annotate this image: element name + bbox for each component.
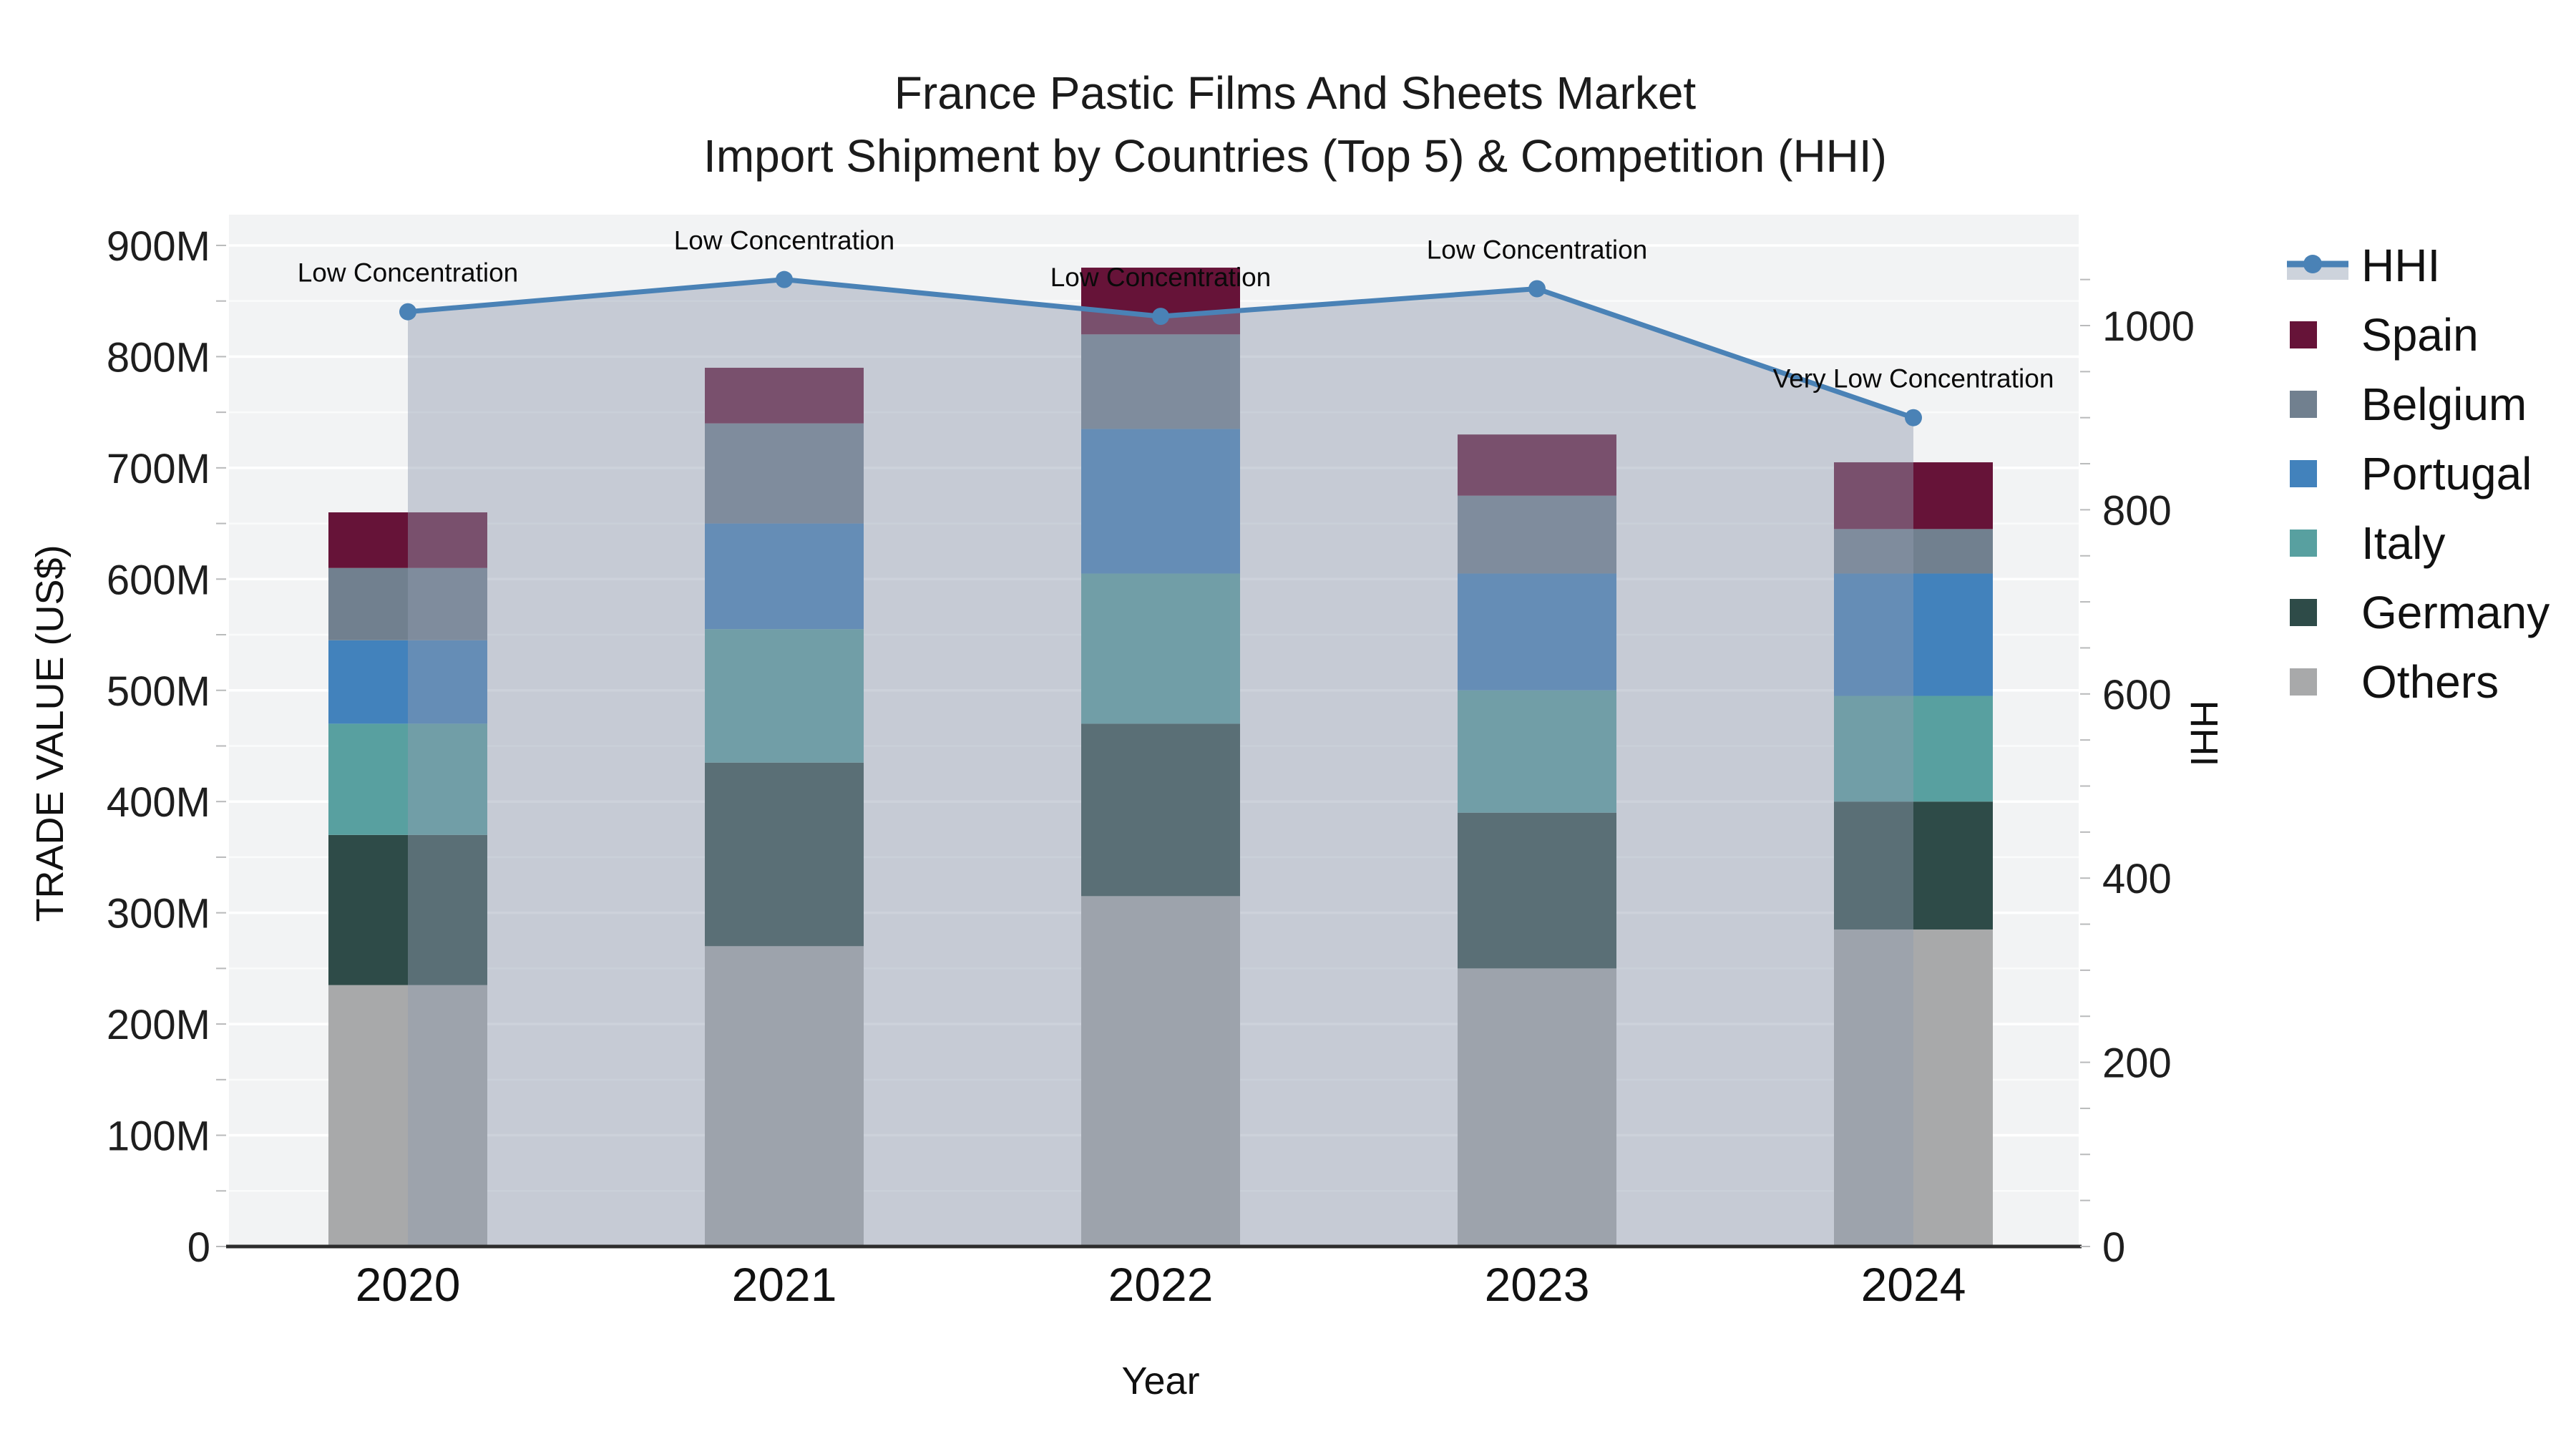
- chart-title-line2: Import Shipment by Countries (Top 5) & C…: [703, 130, 1887, 182]
- legend-item-hhi[interactable]: HHI: [2287, 240, 2440, 291]
- legend-item-germany[interactable]: Germany: [2290, 587, 2550, 638]
- legend-color-swatch: [2290, 530, 2317, 557]
- bar-segment-belgium-2020[interactable]: [328, 567, 487, 640]
- hhi-area-layer: [408, 279, 1913, 1246]
- bar-segment-others-2021[interactable]: [705, 946, 864, 1246]
- legend-color-swatch: [2290, 599, 2317, 626]
- hhi-annotation-2021: Low Concentration: [674, 226, 895, 255]
- bar-segment-spain-2023[interactable]: [1458, 434, 1616, 496]
- hhi-annotation-2024: Very Low Concentration: [1773, 364, 2054, 394]
- y-right-tick-label: 600: [2102, 672, 2172, 718]
- y-right-tick-label: 800: [2102, 487, 2172, 534]
- y-left-tick-label: 0: [187, 1224, 210, 1271]
- hhi-point-2024[interactable]: [1905, 409, 1922, 426]
- bar-segment-germany-2023[interactable]: [1458, 812, 1616, 969]
- y-right-tick-label: 400: [2102, 856, 2172, 902]
- legend-item-italy[interactable]: Italy: [2290, 517, 2445, 569]
- bar-segment-belgium-2024[interactable]: [1834, 529, 1993, 574]
- x-tick-label-2020: 2020: [356, 1258, 461, 1311]
- y-right-tick-label: 200: [2102, 1040, 2172, 1087]
- legend-label: HHI: [2361, 240, 2440, 291]
- y-left-tick-label: 600M: [107, 557, 210, 603]
- y-left-tick-label: 900M: [107, 223, 210, 270]
- legend-layer: HHI Spain Belgium Portugal Italy Germany Other…: [2287, 240, 2550, 708]
- bar-segment-germany-2022[interactable]: [1081, 723, 1240, 897]
- legend-label: Italy: [2361, 517, 2445, 569]
- legend-color-swatch: [2290, 668, 2317, 696]
- x-tick-label-2024: 2024: [1861, 1258, 1966, 1311]
- bar-segment-others-2023[interactable]: [1458, 968, 1616, 1246]
- legend-item-portugal[interactable]: Portugal: [2290, 448, 2532, 499]
- bar-segment-others-2020[interactable]: [328, 985, 487, 1246]
- bar-segment-portugal-2021[interactable]: [705, 523, 864, 630]
- bar-segment-portugal-2022[interactable]: [1081, 429, 1240, 574]
- legend-color-swatch: [2290, 391, 2317, 418]
- bar-segment-portugal-2020[interactable]: [328, 640, 487, 724]
- y-left-tick-label: 200M: [107, 1002, 210, 1048]
- bar-segment-germany-2020[interactable]: [328, 834, 487, 985]
- bar-segment-others-2024[interactable]: [1834, 929, 1993, 1246]
- annotations-layer: Low Concentration Low Concentration Low Co…: [298, 226, 2054, 394]
- bar-segment-italy-2020[interactable]: [328, 723, 487, 835]
- x-tick-label-2023: 2023: [1485, 1258, 1590, 1311]
- bar-segment-portugal-2023[interactable]: [1458, 573, 1616, 691]
- hhi-point-2023[interactable]: [1528, 280, 1546, 298]
- bars-layer: [328, 268, 1993, 1246]
- y-right-axis-title: HHI: [2182, 701, 2225, 767]
- y-left-axis-title: TRADE VALUE (US$): [29, 545, 72, 922]
- y-left-tick-label: 800M: [107, 334, 210, 381]
- bar-segment-germany-2024[interactable]: [1834, 801, 1993, 930]
- bar-segment-spain-2020[interactable]: [328, 512, 487, 568]
- hhi-annotation-2020: Low Concentration: [298, 258, 519, 288]
- legend-item-spain[interactable]: Spain: [2290, 309, 2479, 361]
- legend-item-belgium[interactable]: Belgium: [2290, 379, 2527, 430]
- bar-segment-germany-2021[interactable]: [705, 762, 864, 947]
- y-left-tick-label: 100M: [107, 1113, 210, 1160]
- bar-segment-italy-2021[interactable]: [705, 629, 864, 763]
- axes-layer: 0 100M 200M 300M 400M 500M 600M 700M 800M 900M 0 20…: [107, 223, 2195, 1311]
- legend-label: Germany: [2361, 587, 2550, 638]
- bar-segment-spain-2021[interactable]: [705, 367, 864, 424]
- hhi-area-fill: [408, 279, 1913, 1246]
- hhi-point-2021[interactable]: [776, 270, 793, 288]
- y-left-tick-label: 700M: [107, 446, 210, 492]
- y-left-tick-label: 500M: [107, 668, 210, 715]
- y-left-tick-label: 400M: [107, 779, 210, 826]
- legend-label: Spain: [2361, 309, 2479, 361]
- legend-label: Others: [2361, 656, 2499, 708]
- x-axis-title: Year: [1121, 1360, 1199, 1402]
- y-right-tick-label: 1000: [2102, 303, 2195, 350]
- hhi-marker-swatch: [2303, 255, 2322, 273]
- y-left-tick-label: 300M: [107, 891, 210, 937]
- legend-label: Portugal: [2361, 448, 2532, 499]
- bar-segment-italy-2023[interactable]: [1458, 690, 1616, 813]
- y-right-tick-label: 0: [2102, 1224, 2125, 1271]
- bar-segment-others-2022[interactable]: [1081, 896, 1240, 1246]
- bar-segment-italy-2024[interactable]: [1834, 696, 1993, 802]
- bar-segment-italy-2022[interactable]: [1081, 573, 1240, 724]
- bar-segment-spain-2024[interactable]: [1834, 462, 1993, 530]
- chart-title-line1: France Pastic Films And Sheets Market: [894, 67, 1697, 119]
- bar-segment-belgium-2021[interactable]: [705, 423, 864, 524]
- bar-segment-belgium-2022[interactable]: [1081, 334, 1240, 429]
- legend-label: Belgium: [2361, 379, 2527, 430]
- hhi-point-2022[interactable]: [1152, 308, 1169, 326]
- legend-color-swatch: [2290, 321, 2317, 348]
- x-tick-label-2021: 2021: [732, 1258, 837, 1311]
- bar-segment-belgium-2023[interactable]: [1458, 495, 1616, 574]
- hhi-annotation-2023: Low Concentration: [1427, 235, 1648, 265]
- bar-segment-portugal-2024[interactable]: [1834, 573, 1993, 696]
- legend-item-others[interactable]: Others: [2290, 656, 2499, 708]
- hhi-line-layer: [399, 270, 1922, 426]
- x-tick-label-2022: 2022: [1108, 1258, 1214, 1311]
- hhi-annotation-2022: Low Concentration: [1050, 263, 1272, 292]
- hhi-point-2020[interactable]: [399, 303, 416, 321]
- legend-color-swatch: [2290, 460, 2317, 487]
